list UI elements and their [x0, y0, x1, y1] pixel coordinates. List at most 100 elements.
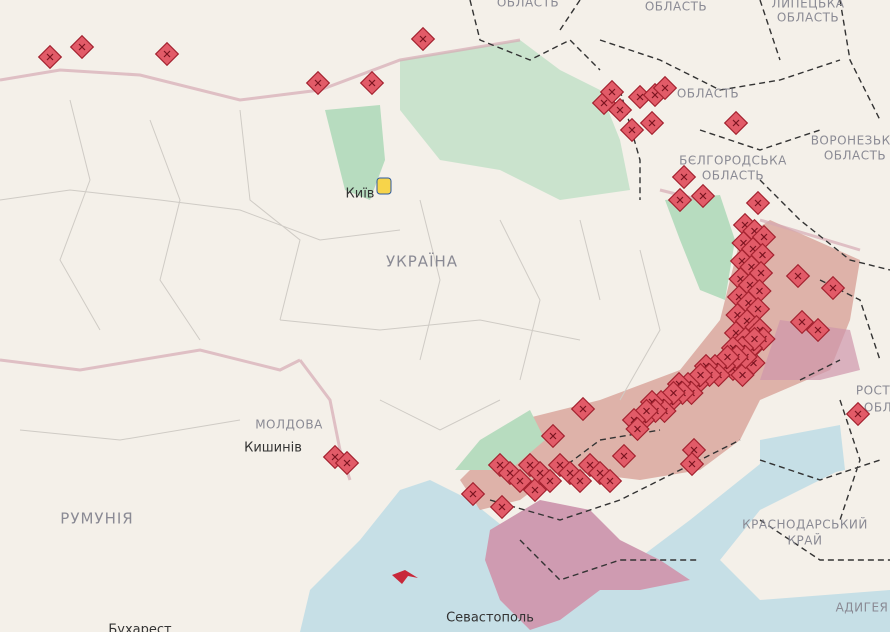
event-marker-cross — [343, 459, 351, 467]
event-marker[interactable] — [305, 70, 331, 96]
event-marker-cross — [814, 326, 822, 334]
railway-line — [469, 0, 890, 581]
event-marker[interactable] — [334, 450, 360, 476]
event-marker[interactable] — [723, 110, 749, 136]
event-marker-cross — [556, 461, 564, 469]
region-label: ОБЛАСТЬ — [824, 149, 886, 163]
event-marker[interactable] — [460, 481, 486, 507]
city-label: Бухарест — [108, 623, 172, 632]
event-marker-cross — [751, 335, 758, 343]
event-marker[interactable] — [611, 443, 637, 469]
event-marker[interactable] — [540, 423, 566, 449]
city-label: Київ — [346, 187, 375, 202]
event-marker-cross — [579, 405, 587, 413]
event-marker-cross — [419, 35, 427, 43]
event-marker[interactable] — [820, 275, 846, 301]
event-marker-cross — [661, 84, 669, 92]
event-marker[interactable] — [785, 263, 811, 289]
event-marker-cross — [163, 50, 171, 58]
event-marker[interactable] — [805, 317, 831, 343]
country-label: УКРАЇНА — [386, 252, 458, 271]
event-marker[interactable] — [359, 70, 385, 96]
event-marker[interactable] — [627, 84, 653, 110]
region-label: АДИГЕЯ — [836, 601, 889, 615]
event-marker-cross — [46, 53, 54, 61]
event-marker[interactable] — [597, 468, 623, 494]
event-marker-cross — [314, 79, 322, 87]
event-marker[interactable] — [667, 187, 693, 213]
event-marker[interactable] — [619, 117, 645, 143]
event-marker-cross — [754, 199, 762, 207]
event-marker-cross — [496, 461, 504, 469]
event-marker-cross — [680, 173, 688, 181]
event-marker-cross — [829, 284, 837, 292]
event-marker[interactable] — [69, 34, 95, 60]
event-marker-cross — [546, 477, 554, 485]
event-marker[interactable] — [845, 401, 871, 427]
event-marker[interactable] — [679, 451, 705, 477]
liberated-area — [665, 195, 735, 300]
event-marker[interactable] — [745, 190, 771, 216]
event-marker[interactable] — [671, 164, 697, 190]
region-label: КРАЙ — [788, 533, 823, 548]
liberated-area — [400, 40, 630, 200]
state-border — [0, 38, 861, 481]
liberated-area — [455, 410, 545, 470]
event-marker[interactable] — [690, 183, 716, 209]
event-marker-cross — [516, 477, 524, 485]
event-marker[interactable] — [599, 79, 625, 105]
event-marker-cross — [732, 119, 740, 127]
event-marker[interactable] — [639, 110, 665, 136]
country-label: РУМУНІЯ — [60, 510, 133, 528]
event-marker-cross — [636, 93, 644, 101]
event-marker-cross — [754, 305, 762, 313]
city-label: Севастополь — [446, 611, 534, 626]
event-marker-cross — [566, 469, 574, 477]
event-marker-cross — [676, 196, 684, 204]
event-marker[interactable] — [154, 41, 180, 67]
region-label: ЛИПЕЦЬКА — [772, 0, 845, 11]
event-marker-cross — [536, 469, 544, 477]
region-label: ОБЛАСТЬ — [497, 0, 559, 10]
event-marker-cross — [628, 126, 636, 134]
region-label: ОБЛАСТЬ — [645, 0, 707, 14]
region-label: БЄЛГОРОДСЬКА — [679, 154, 787, 168]
event-marker-cross — [699, 192, 707, 200]
event-marker[interactable] — [652, 75, 678, 101]
event-marker-cross — [616, 106, 624, 114]
event-marker-cross — [670, 389, 677, 397]
occupied-territory-2014 — [760, 320, 860, 380]
event-marker[interactable] — [567, 468, 593, 494]
event-marker-cross — [596, 469, 604, 477]
event-marker-cross — [854, 410, 862, 418]
event-marker-cross — [697, 371, 704, 379]
event-marker[interactable] — [730, 362, 755, 388]
event-marker[interactable] — [489, 494, 515, 520]
event-marker-cross — [78, 43, 86, 51]
event-marker-cross — [794, 272, 802, 280]
event-marker-cross — [526, 461, 534, 469]
event-marker-cross — [331, 453, 339, 461]
event-marker-cross — [760, 233, 768, 241]
event-marker-cross — [576, 477, 584, 485]
event-marker[interactable] — [37, 44, 63, 70]
event-marker[interactable] — [570, 396, 596, 422]
event-marker-cross — [688, 460, 696, 468]
event-marker-cross — [506, 469, 514, 477]
liberated-area — [325, 105, 385, 200]
event-marker-cross — [651, 91, 659, 99]
event-marker-cross — [549, 432, 557, 440]
crimea — [485, 500, 690, 630]
capital-icon — [376, 177, 392, 195]
event-marker-cross — [469, 490, 477, 498]
region-label: КРАСНОДАРСЬКИЙ — [742, 517, 868, 532]
event-marker[interactable] — [607, 97, 633, 123]
event-marker[interactable] — [789, 309, 815, 335]
event-marker[interactable] — [410, 26, 436, 52]
event-marker-cross — [643, 407, 650, 415]
event-marker[interactable] — [507, 468, 533, 494]
event-marker[interactable] — [625, 416, 650, 442]
event-marker-cross — [620, 452, 628, 460]
event-marker[interactable] — [537, 468, 563, 494]
